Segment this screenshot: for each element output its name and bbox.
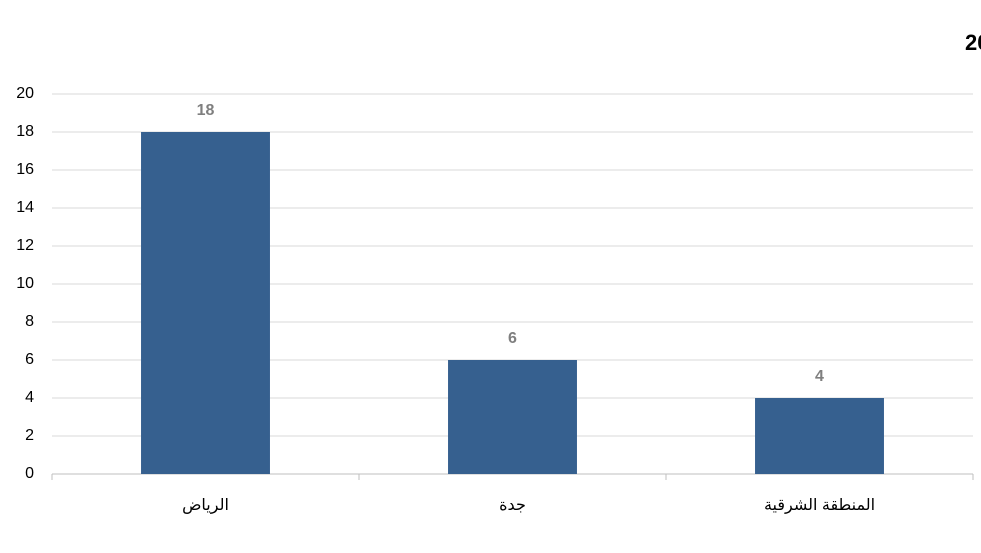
y-tick-label: 4 <box>25 389 34 406</box>
y-tick-label: 10 <box>16 275 34 292</box>
y-tick-label: 2 <box>25 427 34 444</box>
x-tick-label: جدة <box>499 497 526 514</box>
y-tick-label: 12 <box>16 237 34 254</box>
x-tick-label: الرياض <box>182 497 229 515</box>
y-tick-label: 8 <box>25 313 34 330</box>
y-tick-label: 20 <box>16 85 34 102</box>
y-tick-label: 14 <box>16 199 34 216</box>
y-tick-label: 0 <box>25 465 34 482</box>
bar <box>448 360 577 474</box>
bar <box>755 398 884 474</box>
y-tick-label: 6 <box>25 351 34 368</box>
value-label: 6 <box>508 330 517 347</box>
y-tick-label: 18 <box>16 123 34 140</box>
value-label: 18 <box>197 102 215 119</box>
x-tick-label: المنطقة الشرقية <box>764 497 875 515</box>
value-label: 4 <box>815 368 824 385</box>
y-tick-label: 16 <box>16 161 34 178</box>
bar <box>141 132 270 474</box>
chart-title: توزيع المقار الرئيسية لشركات التأمين الم… <box>965 27 981 56</box>
